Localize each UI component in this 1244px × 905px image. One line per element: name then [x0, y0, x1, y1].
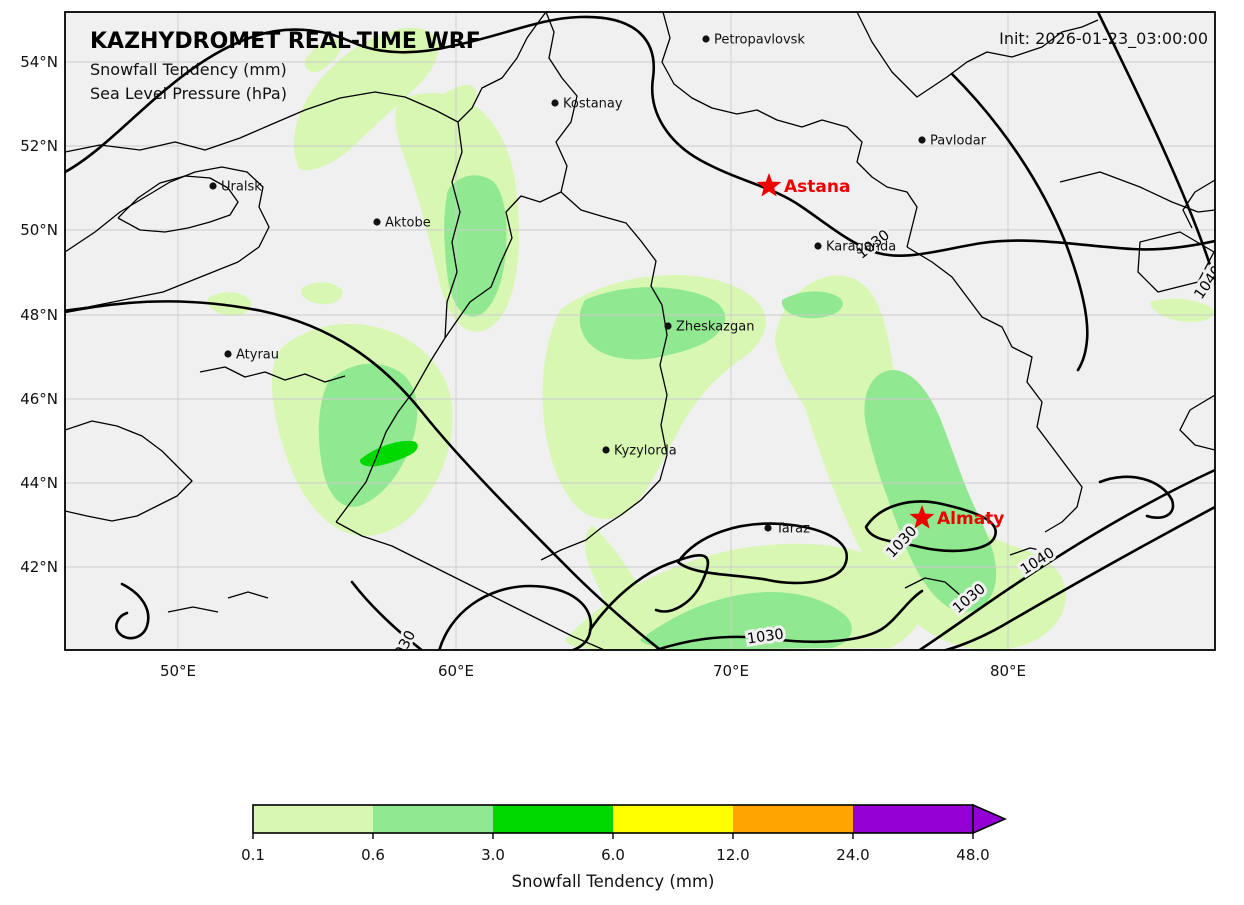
capital-star-icon	[756, 173, 782, 197]
capital-markers: Astana Almaty	[756, 173, 1004, 529]
city-label: Petropavlovsk	[714, 33, 805, 48]
graticule-grid	[65, 12, 1215, 650]
colorbar-segment	[613, 805, 733, 833]
y-tick-label: 48°N	[20, 306, 58, 324]
colorbar-segment	[853, 805, 973, 833]
city-dot	[664, 322, 672, 330]
y-tick-label: 44°N	[20, 474, 58, 492]
x-tick-label: 70°E	[713, 662, 749, 680]
capital-star-icon	[909, 505, 935, 529]
region-borders	[65, 12, 1215, 650]
map-frame	[64, 11, 1216, 651]
colorbar-tick-label: 6.0	[601, 846, 625, 864]
city-label: Pavlodar	[930, 134, 987, 149]
colorbar-tick-label: 12.0	[716, 846, 749, 864]
map-subtitle-pressure: Sea Level Pressure (hPa)	[90, 84, 287, 103]
city-label: Taraz	[775, 522, 810, 537]
city-label: Zheskazgan	[676, 320, 754, 335]
city-label: Kyzylorda	[614, 444, 677, 459]
capital-label: Almaty	[937, 509, 1004, 529]
city-label: Kostanay	[563, 97, 623, 112]
snowfall-shading-bright	[359, 440, 418, 467]
y-tick-label: 42°N	[20, 558, 58, 576]
city-label: Aktobe	[385, 216, 431, 231]
city-dot	[209, 182, 217, 190]
city-dot	[764, 524, 772, 532]
map-subtitle-snowfall: Snowfall Tendency (mm)	[90, 60, 287, 79]
city-dot	[602, 446, 610, 454]
capital-label: Astana	[784, 177, 850, 197]
x-tick-label: 80°E	[990, 662, 1026, 680]
y-axis-ticks: 54°N 52°N 50°N 48°N 46°N 44°N 42°N	[20, 53, 58, 576]
city-dot	[551, 99, 559, 107]
colorbar-tick-label: 0.6	[361, 846, 385, 864]
x-tick-label: 60°E	[438, 662, 474, 680]
city-dot	[224, 350, 232, 358]
colorbar-title: Snowfall Tendency (mm)	[512, 872, 715, 891]
map-title: KAZHYDROMET REAL-TIME WRF	[90, 29, 481, 54]
city-markers: Petropavlovsk Kostanay Pavlodar Uralsk Aktob…	[209, 33, 987, 537]
city-label: Uralsk	[221, 180, 262, 195]
city-dot	[373, 218, 381, 226]
colorbar-segment	[493, 805, 613, 833]
colorbar-tick-label: 3.0	[481, 846, 505, 864]
city-label: Karaganda	[826, 240, 896, 255]
city-dot	[814, 242, 822, 250]
city-label: Atyrau	[236, 348, 279, 363]
pressure-contours	[65, 12, 1215, 650]
x-axis-ticks: 50°E 60°E 70°E 80°E	[160, 662, 1026, 680]
colorbar-extend-arrow	[972, 803, 1007, 835]
colorbar-segment	[253, 805, 373, 833]
colorbar-tick-label: 0.1	[241, 846, 265, 864]
colorbar-tick-label: 24.0	[836, 846, 869, 864]
y-tick-label: 50°N	[20, 221, 58, 239]
colorbar-segment	[733, 805, 853, 833]
init-timestamp: Init: 2026-01-23_03:00:00	[999, 29, 1208, 49]
y-tick-label: 54°N	[20, 53, 58, 71]
colorbar-tick-label: 48.0	[956, 846, 989, 864]
colorbar: 0.1 0.6 3.0 6.0 12.0 24.0 48.0	[241, 803, 1007, 864]
colorbar-segment	[373, 805, 493, 833]
x-tick-label: 50°E	[160, 662, 196, 680]
y-tick-label: 52°N	[20, 137, 58, 155]
y-tick-label: 46°N	[20, 390, 58, 408]
city-dot	[918, 136, 926, 144]
city-dot	[702, 35, 710, 43]
